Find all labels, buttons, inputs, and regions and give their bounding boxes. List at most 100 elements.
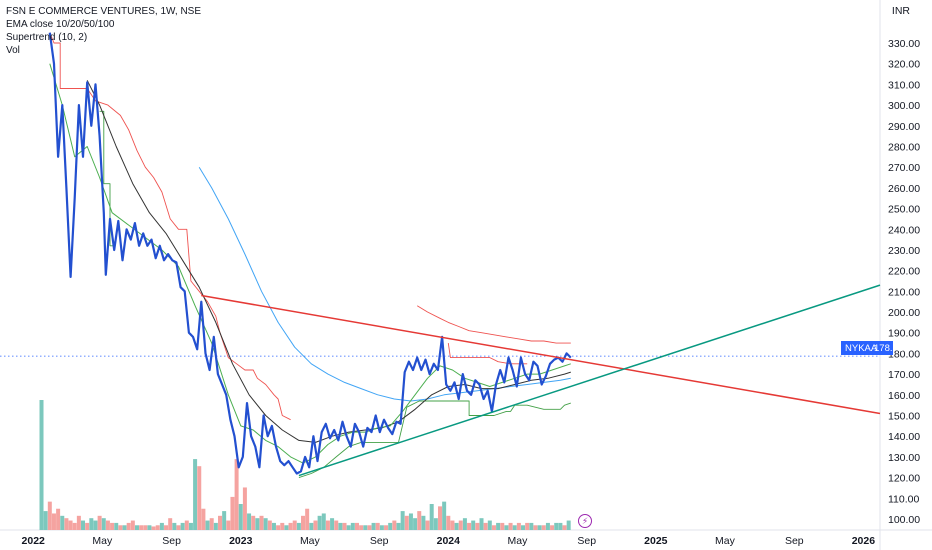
volume-bar: [309, 522, 314, 530]
y-tick-label: 280.00: [888, 141, 920, 153]
legend-vol[interactable]: Vol: [6, 45, 20, 56]
series-supertrend-up: [99, 110, 115, 247]
volume-bar: [101, 518, 106, 530]
volume-bar: [238, 504, 243, 530]
y-tick-label: 300.00: [888, 100, 920, 112]
volume-bar: [89, 518, 94, 530]
y-tick-label: 220.00: [888, 266, 920, 278]
volume-bar: [554, 522, 559, 530]
volume-bar: [359, 525, 364, 530]
volume-bar: [114, 522, 119, 530]
y-tick-label: 330.00: [888, 38, 920, 50]
volume-bar: [180, 522, 185, 530]
volume-bar: [537, 525, 542, 530]
y-tick-label: 210.00: [888, 286, 920, 298]
y-tick-label: 260.00: [888, 183, 920, 195]
y-tick-label: 110.00: [888, 493, 919, 505]
volume-bar: [483, 522, 488, 530]
volume-bar: [375, 522, 380, 530]
x-tick-label: 2025: [644, 535, 668, 547]
volume-bar: [462, 518, 467, 530]
y-tick-label: 230.00: [888, 245, 920, 257]
volume-bar: [512, 525, 517, 530]
volume-bar: [247, 513, 252, 530]
volume-bar: [321, 513, 326, 530]
volume-bar: [354, 522, 359, 530]
volume-bar: [39, 400, 44, 530]
volume-bar: [151, 526, 156, 530]
volume-bar: [508, 522, 513, 530]
volume-bar: [562, 525, 567, 530]
legend-supertrend[interactable]: Supertrend (10, 2): [6, 32, 88, 43]
y-tick-label: 160.00: [888, 390, 920, 402]
volume-bar: [218, 515, 222, 530]
volume-bar: [193, 459, 198, 530]
volume-bar: [471, 520, 476, 530]
volume-bar: [47, 501, 52, 530]
volume-bar: [242, 487, 247, 530]
volume-bar: [130, 520, 135, 530]
legend-ema[interactable]: EMA close 10/20/50/100: [6, 19, 115, 30]
series-supertrend-down3: [447, 343, 528, 365]
volume-bar: [392, 520, 397, 530]
volume-bar: [313, 520, 318, 530]
y-tick-label: 240.00: [888, 224, 920, 236]
volume-bar: [56, 508, 61, 530]
y-tick-label: 270.00: [888, 162, 920, 174]
volume-bar: [172, 522, 177, 530]
trend-lower-line: [298, 284, 881, 477]
volume-bar: [292, 520, 297, 530]
lightning-icon[interactable]: ⚡: [578, 514, 592, 528]
volume-bar: [371, 522, 376, 530]
y-tick-label: 100.00: [888, 514, 920, 526]
volume-bar: [205, 520, 210, 530]
volume-bar: [367, 525, 372, 530]
volume-bar: [491, 525, 496, 530]
x-tick-label: Sep: [785, 535, 804, 547]
y-tick-label: 120.00: [888, 473, 920, 485]
volume-bar: [317, 515, 322, 530]
y-tick-label: 250.00: [888, 204, 920, 216]
volume-bar: [64, 518, 69, 530]
volume-bar: [226, 520, 231, 530]
volume-bar: [76, 515, 81, 530]
volume-bar: [305, 508, 310, 530]
currency-label[interactable]: INR: [891, 5, 910, 17]
y-tick-label: 140.00: [888, 431, 920, 443]
volume-bar: [213, 522, 218, 530]
volume-bar: [442, 501, 447, 530]
volume-bar: [521, 525, 526, 530]
volume-bar: [197, 466, 202, 530]
volume-bar: [267, 520, 272, 530]
volume-bar: [276, 525, 281, 530]
volume-bar: [363, 525, 368, 530]
volume-bar: [454, 522, 459, 530]
volume-bar: [400, 511, 405, 530]
y-tick-label: 320.00: [888, 59, 920, 71]
volume-bar: [176, 525, 181, 530]
volume-bar: [143, 525, 148, 530]
volume-bar: [384, 525, 389, 530]
volume-bar: [433, 518, 438, 530]
volume-bar: [417, 511, 422, 530]
x-tick-label: Sep: [162, 535, 181, 547]
series-price: [48, 32, 572, 475]
volume-bar: [429, 504, 434, 530]
volume-bar: [85, 522, 90, 530]
x-tick-label: May: [92, 535, 113, 547]
volume-bar: [558, 522, 563, 530]
volume-bar: [251, 515, 256, 530]
volume-bar: [379, 525, 384, 530]
volume-bar: [139, 525, 144, 530]
x-tick-label: May: [507, 535, 528, 547]
volume-bar: [346, 525, 351, 530]
volume-bar: [259, 515, 264, 530]
y-tick-label: 150.00: [888, 411, 920, 423]
volume-bar: [421, 515, 426, 530]
volume-bar: [550, 525, 555, 530]
series-supertrend-down2: [416, 305, 571, 344]
volume-bar: [413, 518, 418, 530]
volume-bar: [118, 525, 123, 530]
volume-bar: [334, 520, 339, 530]
